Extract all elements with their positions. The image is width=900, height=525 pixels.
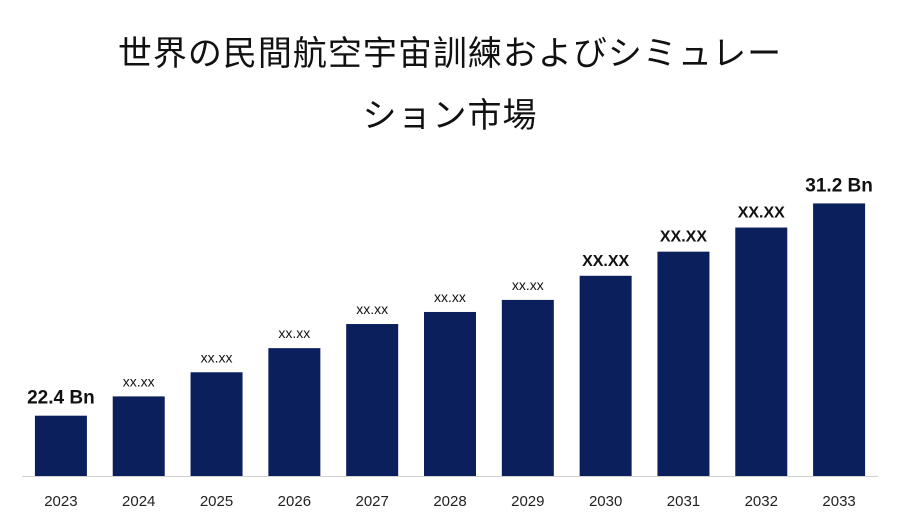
- data-label-2025: xx.xx: [201, 349, 233, 365]
- data-label-2023: 22.4 Bn: [27, 388, 95, 409]
- x-tick-label-2023: 2023: [44, 493, 77, 510]
- x-tick-label-2024: 2024: [122, 493, 155, 510]
- data-label-2031: XX.XX: [660, 229, 707, 246]
- data-label-2028: xx.xx: [434, 289, 466, 305]
- x-tick-label-2026: 2026: [278, 493, 311, 510]
- bar-2025: [190, 372, 243, 476]
- data-label-2030: XX.XX: [582, 253, 629, 270]
- x-tick-label-2027: 2027: [355, 493, 388, 510]
- x-tick-label-2031: 2031: [667, 493, 700, 510]
- x-tick-label-2028: 2028: [433, 493, 466, 510]
- bar-2024: [112, 396, 165, 476]
- data-label-2024: xx.xx: [123, 373, 155, 389]
- bar-2023: [34, 415, 87, 476]
- bar-2031: [657, 251, 710, 476]
- x-tick-label-2029: 2029: [511, 493, 544, 510]
- bar-2030: [579, 275, 632, 476]
- bar-2028: [424, 311, 476, 476]
- data-label-2033: 31.2 Bn: [805, 175, 873, 196]
- x-tick-label-2033: 2033: [822, 493, 855, 510]
- bar-2033: [813, 203, 866, 476]
- data-label-2032: XX.XX: [738, 205, 785, 222]
- data-label-2027: xx.xx: [356, 301, 388, 317]
- data-label-2026: xx.xx: [278, 325, 310, 341]
- bar-2029: [501, 299, 554, 476]
- x-tick-label-2025: 2025: [200, 493, 233, 510]
- chart-title-line-2: ション市場: [362, 96, 538, 136]
- x-tick-label-2032: 2032: [745, 493, 778, 510]
- bar-2027: [346, 324, 399, 476]
- data-label-2029: xx.xx: [512, 277, 544, 293]
- bar-2032: [735, 227, 788, 476]
- x-tick-label-2030: 2030: [589, 493, 622, 510]
- bar-2026: [268, 348, 321, 476]
- chart-title-line-1: 世界の民間航空宇宙訓練およびシミュレー: [117, 34, 783, 74]
